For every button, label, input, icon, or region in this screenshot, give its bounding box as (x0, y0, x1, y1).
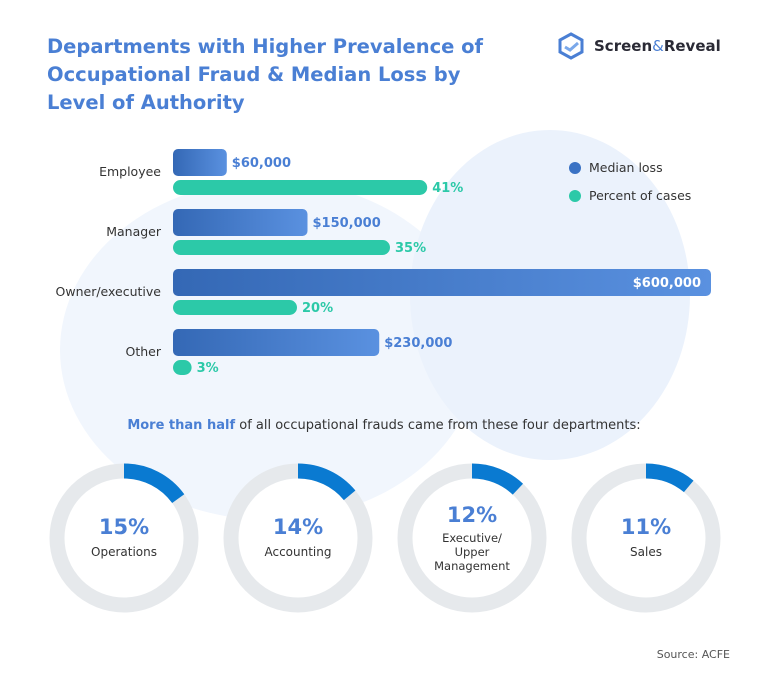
headline: More than half of all occupational fraud… (0, 418, 768, 433)
median-loss-bar (173, 269, 711, 296)
category-label: Other (126, 344, 162, 359)
donut-segment (49, 463, 199, 613)
logo-text: Screen (594, 37, 653, 55)
donut-value: 14% (273, 515, 323, 539)
category-label: Manager (106, 224, 162, 239)
donut-value: 15% (99, 515, 149, 539)
category-label: Employee (99, 164, 161, 179)
percent-label: 20% (302, 301, 333, 316)
headline-highlight: More than half (127, 418, 236, 433)
donut-segment (571, 463, 721, 613)
legend-marker (569, 190, 581, 202)
median-loss-label: $600,000 (633, 276, 701, 291)
percent-label: 35% (395, 241, 426, 256)
percent-bar (173, 360, 192, 375)
donut-category: Management (434, 559, 510, 573)
percent-bar (173, 240, 390, 255)
donut-value: 12% (447, 503, 497, 527)
donut-category: Executive/ (442, 531, 502, 545)
logo-amp: & (652, 37, 664, 55)
percent-label: 3% (197, 361, 219, 376)
median-loss-label: $60,000 (232, 156, 291, 171)
page-title: Departments with Higher Prevalence of Oc… (47, 35, 484, 114)
logo-text: Reveal (663, 37, 721, 55)
median-loss-label: $230,000 (384, 336, 452, 351)
logo-icon (558, 32, 584, 60)
percent-bar (173, 300, 297, 315)
percent-label: 41% (432, 181, 463, 196)
source: Source: ACFE (656, 648, 730, 661)
donut-category: Operations (91, 545, 157, 559)
donut-segment (397, 463, 547, 613)
legend-label: Percent of cases (589, 188, 691, 203)
median-loss-bar (173, 209, 308, 236)
legend-marker (569, 162, 581, 174)
median-loss-bar (173, 329, 380, 356)
category-label: Owner/executive (56, 284, 162, 299)
headline-text: of all occupational frauds came from the… (235, 418, 641, 433)
donut-category: Sales (630, 545, 662, 559)
logo: Screen&Reveal (556, 31, 721, 61)
donut-category: Accounting (264, 545, 331, 559)
median-loss-label: $150,000 (313, 216, 381, 231)
donut-segment (223, 463, 373, 613)
donut-value: 11% (621, 515, 671, 539)
median-loss-bar (173, 149, 227, 176)
legend-label: Median loss (589, 160, 663, 175)
donut-category: Upper (455, 545, 490, 559)
percent-bar (173, 180, 428, 195)
